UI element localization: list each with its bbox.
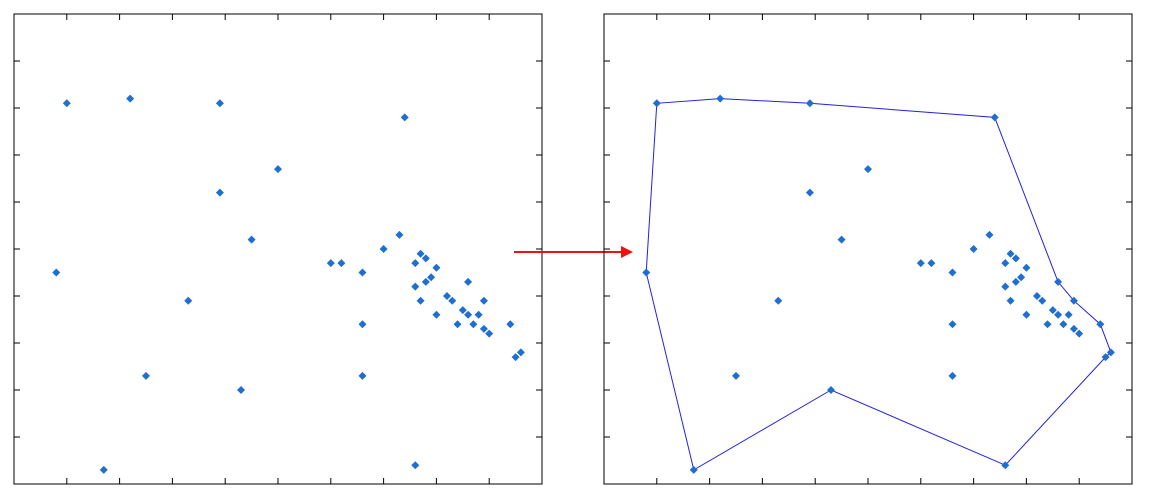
right-point-34 bbox=[1096, 320, 1105, 329]
transform-arrow bbox=[514, 246, 633, 258]
right-point-37 bbox=[1101, 353, 1110, 362]
right-point-42 bbox=[1001, 461, 1010, 470]
left-point-11 bbox=[326, 259, 335, 268]
arrow-head bbox=[621, 246, 633, 258]
left-point-9 bbox=[416, 249, 425, 258]
right-point-39 bbox=[948, 371, 957, 380]
right-point-38 bbox=[732, 371, 740, 380]
right-point-cloud bbox=[642, 94, 1115, 474]
left-point-30 bbox=[358, 320, 367, 329]
left-point-16 bbox=[427, 273, 436, 282]
left-point-27 bbox=[464, 310, 473, 319]
left-point-0 bbox=[62, 99, 71, 108]
right-point-18 bbox=[642, 268, 651, 277]
right-point-8 bbox=[969, 245, 978, 253]
right-point-28 bbox=[1022, 310, 1031, 319]
right-point-13 bbox=[1001, 259, 1010, 268]
right-point-14 bbox=[1022, 263, 1031, 272]
right-point-9 bbox=[1006, 249, 1015, 258]
left-point-15 bbox=[358, 268, 367, 277]
left-point-2 bbox=[215, 99, 224, 108]
left-axis-ticks bbox=[14, 14, 542, 484]
left-point-29 bbox=[474, 310, 483, 319]
right-point-16 bbox=[1017, 273, 1026, 282]
left-point-35 bbox=[479, 324, 488, 333]
left-point-37 bbox=[511, 353, 520, 362]
right-point-23 bbox=[774, 296, 783, 305]
left-point-32 bbox=[469, 320, 478, 329]
left-point-18 bbox=[52, 268, 61, 277]
left-point-26 bbox=[458, 306, 467, 315]
left-point-1 bbox=[126, 94, 135, 103]
left-point-14 bbox=[432, 263, 441, 272]
left-point-31 bbox=[453, 320, 462, 329]
right-point-35 bbox=[1069, 324, 1078, 333]
left-point-cloud bbox=[52, 94, 525, 474]
left-point-4 bbox=[274, 165, 282, 174]
right-point-24 bbox=[1006, 296, 1015, 305]
left-point-33 bbox=[485, 329, 494, 338]
right-point-3 bbox=[990, 113, 999, 122]
left-point-20 bbox=[411, 282, 420, 291]
right-point-20 bbox=[1001, 282, 1010, 291]
right-point-5 bbox=[805, 188, 814, 197]
left-point-39 bbox=[358, 371, 367, 380]
right-point-10 bbox=[1011, 254, 1020, 263]
left-point-41 bbox=[99, 465, 108, 474]
left-point-12 bbox=[337, 259, 346, 268]
right-point-7 bbox=[985, 230, 994, 239]
right-point-22 bbox=[1038, 296, 1047, 305]
left-plot-frame bbox=[13, 13, 543, 485]
left-point-38 bbox=[142, 371, 150, 380]
right-point-33 bbox=[1075, 329, 1084, 338]
right-point-12 bbox=[927, 259, 936, 268]
left-point-42 bbox=[411, 461, 420, 470]
left-point-40 bbox=[237, 386, 246, 394]
left-point-23 bbox=[184, 296, 193, 305]
left-point-28 bbox=[432, 310, 441, 319]
right-point-4 bbox=[864, 165, 872, 174]
right-point-19 bbox=[1054, 277, 1063, 286]
right-point-1 bbox=[716, 94, 725, 103]
right-point-0 bbox=[652, 99, 661, 108]
right-point-29 bbox=[1064, 310, 1073, 319]
left-point-22 bbox=[448, 296, 457, 305]
left-point-8 bbox=[379, 245, 388, 253]
left-point-5 bbox=[215, 188, 224, 197]
right-point-15 bbox=[948, 268, 957, 277]
right-point-17 bbox=[1011, 277, 1020, 286]
left-panel-input-points bbox=[13, 13, 543, 485]
right-point-26 bbox=[1048, 306, 1057, 315]
right-point-32 bbox=[1059, 320, 1068, 329]
left-point-36 bbox=[516, 348, 525, 357]
right-point-11 bbox=[916, 259, 925, 268]
left-point-21 bbox=[442, 292, 451, 300]
right-panel-convex-hull bbox=[603, 13, 1133, 485]
left-point-17 bbox=[421, 277, 430, 286]
right-point-2 bbox=[805, 99, 814, 108]
left-point-25 bbox=[479, 296, 488, 305]
right-point-40 bbox=[827, 386, 836, 394]
right-point-31 bbox=[1043, 320, 1052, 329]
left-point-10 bbox=[421, 254, 430, 263]
right-point-21 bbox=[1032, 292, 1041, 300]
right-point-25 bbox=[1069, 296, 1078, 305]
right-point-6 bbox=[837, 235, 846, 244]
left-point-13 bbox=[411, 259, 420, 268]
left-point-6 bbox=[247, 235, 256, 244]
convex-hull-polygon bbox=[645, 98, 1112, 471]
right-point-41 bbox=[689, 465, 698, 474]
right-point-30 bbox=[948, 320, 957, 329]
left-point-34 bbox=[506, 320, 515, 329]
right-point-27 bbox=[1054, 310, 1063, 319]
left-point-24 bbox=[416, 296, 425, 305]
left-point-3 bbox=[400, 113, 409, 122]
left-point-19 bbox=[464, 277, 473, 286]
left-point-7 bbox=[395, 230, 404, 239]
right-axis-ticks bbox=[604, 14, 1132, 484]
right-point-36 bbox=[1106, 348, 1115, 357]
